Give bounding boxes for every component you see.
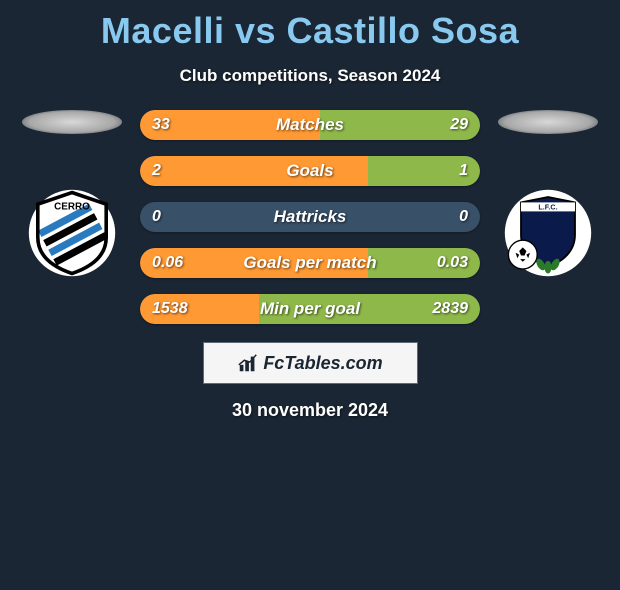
stat-right-value: 2839 (432, 300, 468, 318)
stat-label: Min per goal (260, 299, 360, 319)
left-side: CERRO (22, 110, 122, 278)
page-title: Macelli vs Castillo Sosa (0, 10, 620, 52)
stat-label: Hattricks (274, 207, 347, 227)
stat-right-value: 29 (450, 116, 468, 134)
stat-row: 1538 Min per goal 2839 (140, 294, 480, 324)
stat-fill-left (140, 156, 368, 186)
stat-left-value: 1538 (152, 300, 188, 318)
left-shadow-ellipse (22, 110, 122, 134)
right-club-logo: L.F.C. (503, 188, 593, 278)
stat-right-value: 0 (459, 208, 468, 226)
stat-label: Matches (276, 115, 344, 135)
stats-column: 33 Matches 29 2 Goals 1 0 Hattricks 0 0.06 Goals p… (140, 110, 480, 324)
brand-chart-icon (237, 352, 259, 374)
stat-right-value: 0.03 (437, 254, 468, 272)
stat-label: Goals (286, 161, 333, 181)
left-club-logo: CERRO (27, 188, 117, 278)
stat-right-value: 1 (459, 162, 468, 180)
svg-text:CERRO: CERRO (54, 202, 90, 213)
subtitle: Club competitions, Season 2024 (0, 66, 620, 86)
stat-left-value: 0.06 (152, 254, 183, 272)
right-side: L.F.C. (498, 110, 598, 278)
stat-left-value: 0 (152, 208, 161, 226)
stat-row: 0.06 Goals per match 0.03 (140, 248, 480, 278)
stat-row: 2 Goals 1 (140, 156, 480, 186)
brand-label: FcTables.com (263, 353, 382, 374)
svg-text:L.F.C.: L.F.C. (538, 203, 557, 212)
comparison-layout: CERRO 33 Matches 29 2 Goals 1 0 Hattricks 0 0.06 G… (0, 110, 620, 324)
stat-row: 0 Hattricks 0 (140, 202, 480, 232)
stat-left-value: 2 (152, 162, 161, 180)
stat-label: Goals per match (243, 253, 376, 273)
right-shadow-ellipse (498, 110, 598, 134)
date-text: 30 november 2024 (0, 400, 620, 421)
brand-box[interactable]: FcTables.com (203, 342, 418, 384)
stat-row: 33 Matches 29 (140, 110, 480, 140)
stat-left-value: 33 (152, 116, 170, 134)
